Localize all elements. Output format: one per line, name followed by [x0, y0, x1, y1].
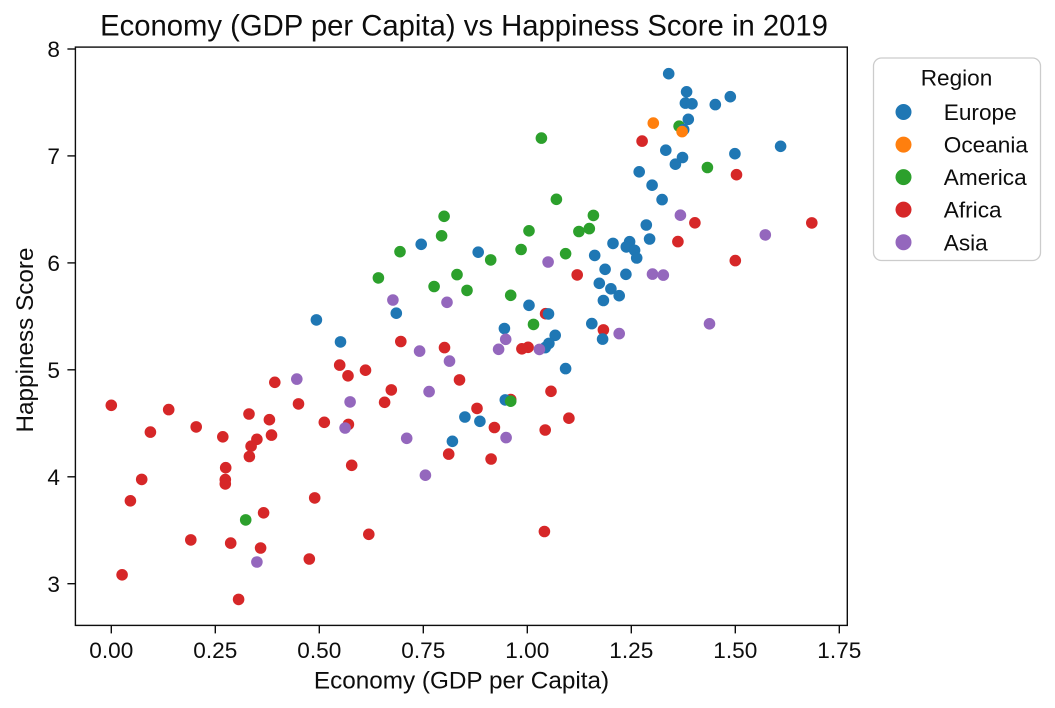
- svg-text:5: 5: [47, 358, 60, 383]
- svg-text:4: 4: [47, 465, 60, 490]
- svg-text:0.25: 0.25: [193, 638, 237, 663]
- svg-text:8: 8: [47, 37, 60, 62]
- svg-text:Europe: Europe: [944, 100, 1017, 125]
- svg-text:0.50: 0.50: [297, 638, 341, 663]
- svg-text:0.00: 0.00: [89, 638, 133, 663]
- svg-text:1.00: 1.00: [505, 638, 549, 663]
- svg-text:Happiness Score: Happiness Score: [12, 247, 39, 432]
- svg-text:6: 6: [47, 251, 60, 276]
- svg-text:Asia: Asia: [944, 230, 988, 255]
- svg-text:America: America: [944, 165, 1027, 190]
- svg-text:3: 3: [47, 572, 60, 597]
- svg-text:1.25: 1.25: [609, 638, 653, 663]
- svg-text:Oceania: Oceania: [944, 133, 1029, 158]
- svg-text:1.75: 1.75: [817, 638, 861, 663]
- svg-text:7: 7: [47, 144, 60, 169]
- svg-text:Economy (GDP per Capita) vs Ha: Economy (GDP per Capita) vs Happiness Sc…: [100, 10, 828, 42]
- svg-text:Region: Region: [921, 66, 993, 91]
- svg-text:1.50: 1.50: [713, 638, 757, 663]
- svg-text:Africa: Africa: [944, 198, 1002, 223]
- svg-text:0.75: 0.75: [401, 638, 445, 663]
- svg-text:Economy (GDP per Capita): Economy (GDP per Capita): [314, 668, 609, 695]
